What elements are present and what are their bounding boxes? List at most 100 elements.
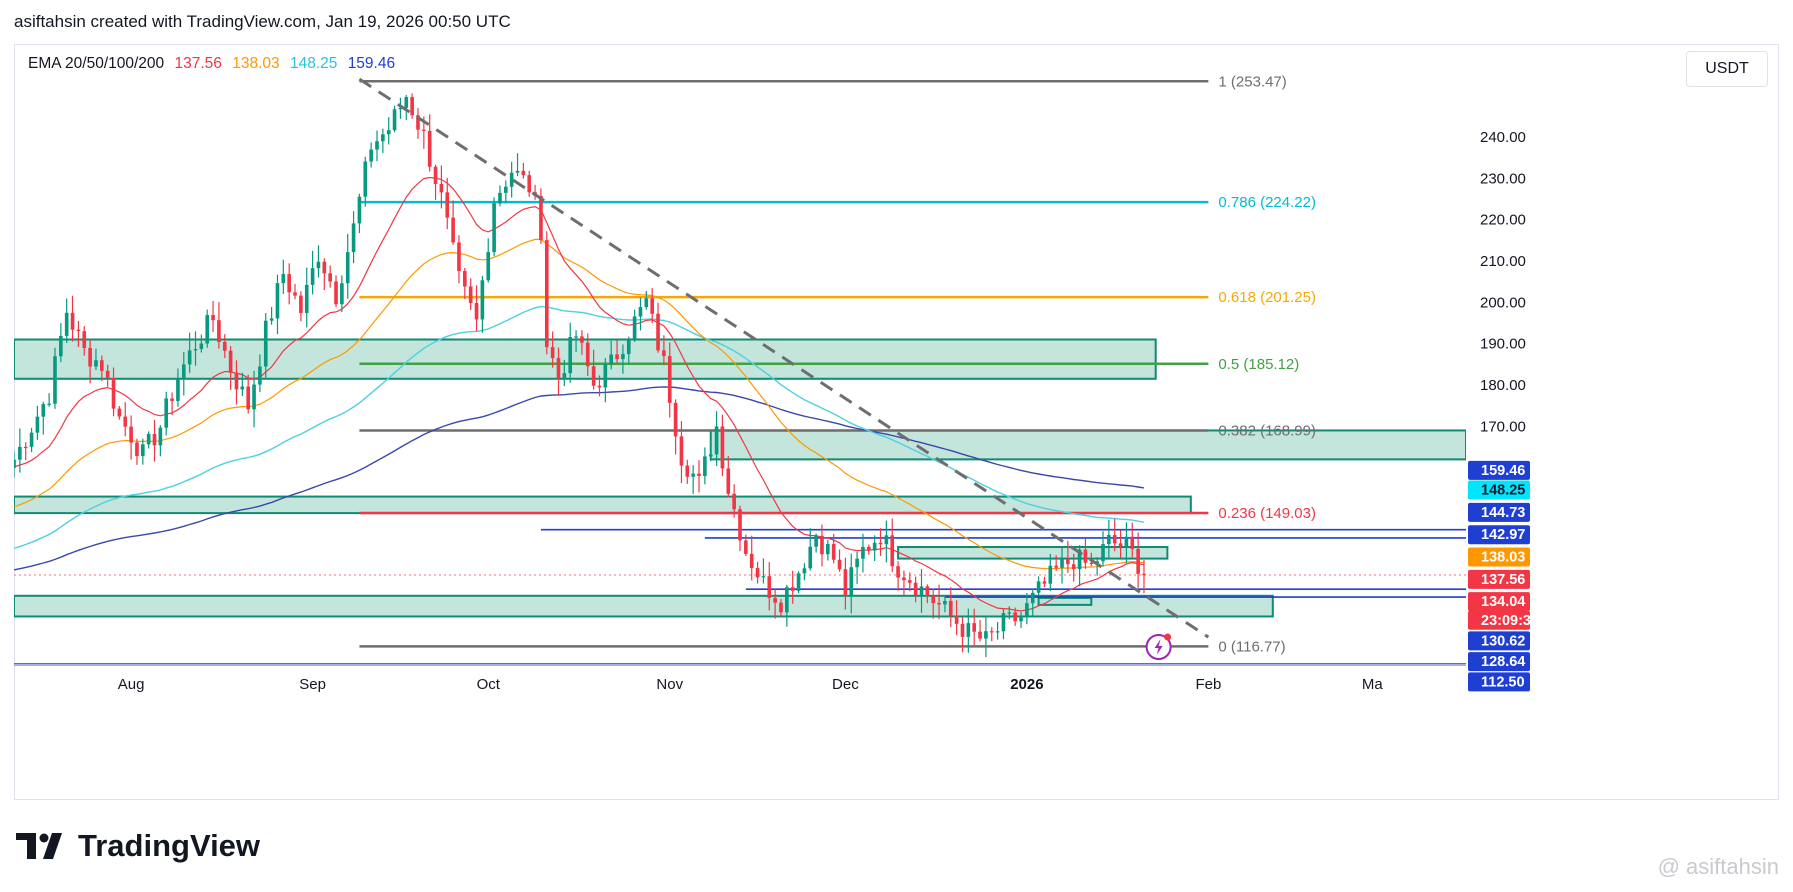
- price-tag-box: [1468, 631, 1530, 651]
- author-watermark: @ asiftahsin: [1657, 854, 1779, 879]
- candle-body: [673, 402, 678, 437]
- candle-body: [498, 192, 502, 204]
- attribution-header: asiftahsin created with TradingView.com,…: [14, 12, 511, 31]
- currency-selector[interactable]: USDT: [1686, 51, 1768, 87]
- candle-body: [164, 398, 169, 428]
- candle-body: [708, 454, 713, 457]
- candle-body: [972, 623, 977, 632]
- candle-body: [691, 473, 695, 477]
- price-tag-box: [1468, 480, 1530, 500]
- candle-body: [445, 192, 450, 218]
- candle-body: [117, 408, 122, 417]
- candle-body: [943, 600, 947, 605]
- candle-body: [714, 426, 719, 455]
- candle-body: [515, 170, 520, 173]
- candle-body: [808, 546, 813, 569]
- tradingview-logo[interactable]: TradingView: [16, 828, 260, 864]
- candle-body: [416, 115, 420, 130]
- ema-legend[interactable]: EMA 20/50/100/200 137.56 138.03 148.25 1…: [28, 55, 401, 73]
- candle-body: [70, 312, 75, 330]
- chart-frame[interactable]: [14, 44, 1779, 800]
- price-tag-label: 148.25: [1481, 483, 1525, 499]
- candle-body: [826, 543, 830, 555]
- candle-body: [152, 433, 157, 446]
- candle-body: [205, 315, 210, 344]
- candle-body: [193, 349, 198, 351]
- candle-body: [140, 444, 145, 457]
- candle-body: [18, 446, 22, 460]
- candle-body: [1095, 561, 1099, 564]
- price-tag-label: 23:09:34: [1481, 613, 1539, 629]
- candle-body: [410, 97, 414, 116]
- price-axis-tick: 180.00: [1480, 377, 1526, 394]
- candle-body: [433, 166, 438, 184]
- candle-body: [603, 363, 608, 388]
- price-axis-tick: 230.00: [1480, 170, 1526, 187]
- candle-body: [105, 370, 110, 378]
- price-axis-tick: 170.00: [1480, 418, 1526, 435]
- candle-body: [574, 336, 578, 338]
- ema20-line: [14, 176, 1145, 612]
- time-axis-tick: Nov: [656, 676, 683, 693]
- candle-body: [304, 284, 309, 313]
- candle-body: [814, 535, 818, 547]
- candle-body: [749, 553, 754, 569]
- candle-body: [217, 320, 221, 342]
- candle-body: [64, 312, 69, 336]
- price-axis-tick: 240.00: [1480, 129, 1526, 146]
- candle-body: [1054, 565, 1058, 568]
- candle-body: [269, 318, 274, 321]
- candle-body: [1142, 573, 1146, 576]
- candle-body: [176, 378, 180, 401]
- candle-body: [398, 107, 403, 110]
- candle-body: [544, 240, 549, 348]
- candle-body: [1089, 562, 1094, 564]
- candle-body: [503, 186, 508, 193]
- candle-body: [890, 535, 895, 567]
- candle-body: [621, 354, 625, 360]
- candle-body: [480, 280, 485, 320]
- candle-body: [1136, 548, 1140, 574]
- price-tag-box: [1468, 672, 1530, 692]
- candle-body: [76, 329, 81, 332]
- price-tag-box: [1468, 592, 1530, 612]
- candle-body: [328, 273, 332, 282]
- candle-body: [989, 631, 994, 633]
- candle-body: [334, 281, 338, 305]
- candle-body: [82, 331, 87, 348]
- candle-body: [609, 354, 614, 364]
- time-axis-tick: 2026: [1010, 676, 1043, 693]
- candle-body: [451, 217, 455, 243]
- tradingview-logo-text: TradingView: [78, 828, 261, 863]
- price-tag-label: 138.03: [1481, 550, 1525, 566]
- candle-body: [521, 170, 526, 176]
- time-axis-tick: Sep: [299, 676, 326, 693]
- candle-body: [351, 223, 356, 253]
- candle-body: [375, 141, 379, 150]
- candle-body: [902, 577, 906, 581]
- price-tag-box: [1468, 460, 1530, 480]
- candle-body: [322, 261, 327, 274]
- candle-body: [697, 473, 701, 476]
- candle-body: [667, 356, 672, 403]
- price-tag-box: [1468, 525, 1530, 545]
- candle-body: [146, 433, 151, 445]
- candle-body: [111, 377, 116, 409]
- candle-body: [293, 292, 297, 296]
- candle-body: [773, 597, 777, 603]
- candle-body: [1112, 535, 1117, 544]
- tradingview-logo-icon: [16, 833, 62, 859]
- candle-body: [626, 339, 631, 355]
- candle-body: [1001, 613, 1006, 632]
- price-tag-box: [1468, 569, 1530, 589]
- support-zone-4: [14, 594, 1274, 618]
- candle-body: [837, 559, 842, 570]
- candle-body: [53, 356, 57, 404]
- candle-body: [263, 320, 268, 367]
- ema100-value: 148.25: [289, 55, 338, 72]
- candle-body: [1124, 536, 1129, 547]
- fib-level-label-6: 0 (116.77): [1218, 638, 1285, 655]
- candle-body: [872, 542, 877, 551]
- candle-body: [527, 175, 532, 193]
